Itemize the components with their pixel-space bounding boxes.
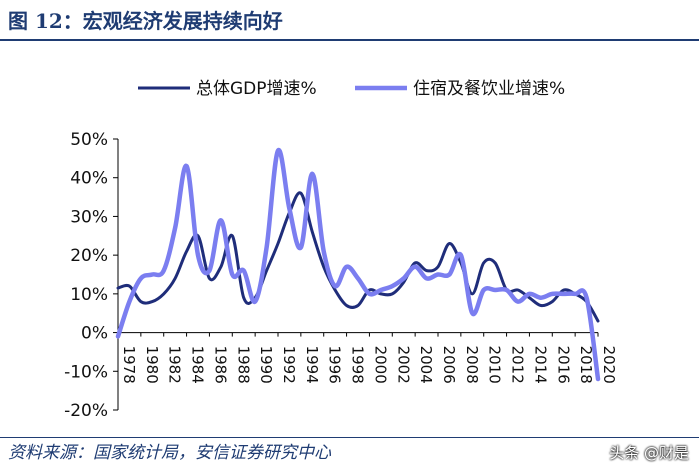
figure-title: 图 12：宏观经济发展持续向好 [8, 9, 283, 33]
x-tick-label: 2020 [600, 346, 618, 384]
watermark: 头条 @财是 [609, 444, 689, 462]
x-tick-label: 1988 [234, 346, 252, 384]
y-tick-label: -10% [64, 362, 108, 382]
y-tick-label: 20% [70, 246, 108, 266]
x-tick-label: 1982 [166, 346, 184, 384]
legend-label-hospitality: 住宿及餐饮业增速% [413, 79, 565, 99]
series-line-hospitality [115, 148, 601, 382]
x-tick-label: 1984 [189, 346, 207, 384]
x-tick-label: 2016 [554, 346, 572, 384]
y-tick-label: 0% [81, 324, 108, 344]
x-tick-label: 1994 [303, 346, 321, 384]
x-tick-label: 1986 [211, 346, 229, 384]
y-tick-label: 30% [70, 207, 108, 227]
series-line-gdp [116, 191, 600, 323]
x-tick-label: 2000 [371, 346, 389, 384]
y-tick-label: -20% [64, 401, 108, 421]
x-tick-label: 1996 [326, 346, 344, 384]
x-tick-label: 2008 [463, 346, 481, 384]
x-tick-label: 1992 [280, 346, 298, 384]
source-note: 资料来源：国家统计局，安信证券研究中心 [8, 443, 331, 463]
source-rule [0, 437, 699, 438]
x-tick-label: 2006 [440, 346, 458, 384]
x-tick-label: 2012 [509, 346, 527, 384]
x-tick-label: 1998 [349, 346, 367, 384]
x-tick-label: 2014 [531, 346, 549, 384]
y-tick-label: 50% [70, 130, 108, 150]
x-tick-label: 2002 [394, 346, 412, 384]
x-tick-label: 1990 [257, 346, 275, 384]
legend-label-gdp: 总体GDP增速% [196, 79, 317, 99]
y-tick-label: 40% [70, 169, 108, 189]
x-tick-label: 2010 [486, 346, 504, 384]
y-tick-label: 10% [70, 285, 108, 305]
title-rule [0, 39, 699, 41]
x-tick-label: 2004 [417, 346, 435, 384]
x-tick-label: 2018 [577, 346, 595, 384]
x-tick-label: 1978 [120, 346, 138, 384]
x-tick-label: 1980 [143, 346, 161, 384]
